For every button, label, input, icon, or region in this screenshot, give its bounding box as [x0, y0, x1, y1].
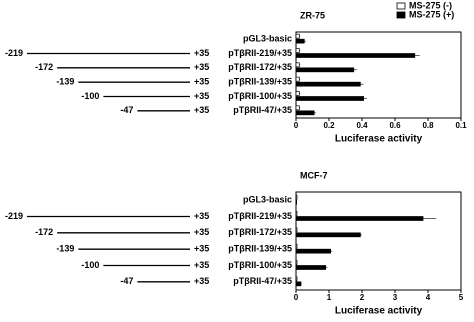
bar [295, 276, 298, 282]
bar [295, 48, 300, 53]
construct-end: +35 [194, 91, 209, 101]
bar [295, 33, 300, 39]
panel-title: ZR-75 [300, 10, 325, 20]
bar [295, 194, 298, 200]
category-label: pTβRII-139/+35 [228, 77, 292, 87]
x-tick-label: 4 [426, 293, 431, 302]
x-tick-label: 0 [294, 293, 299, 302]
bar [295, 199, 298, 205]
legend-swatch [396, 11, 406, 19]
construct-end: +35 [194, 105, 209, 115]
bar [295, 62, 300, 68]
category-label: pGL3-basic [243, 34, 292, 44]
construct-start: -219 [5, 48, 23, 58]
x-tick-label: 0 [294, 121, 299, 130]
construct-end: +35 [194, 48, 209, 58]
bar [295, 243, 298, 249]
construct-end: +35 [194, 244, 209, 254]
x-axis-label: Luciferase activity [335, 306, 423, 317]
category-label: pTβRII-139/+35 [228, 244, 292, 254]
construct-end: +35 [194, 227, 209, 237]
plot-frame [295, 31, 462, 119]
bar [295, 105, 300, 111]
bar [295, 81, 361, 87]
construct-start: -47 [120, 105, 133, 115]
bar [295, 260, 298, 265]
bar [295, 281, 302, 287]
construct-end: +35 [194, 62, 209, 72]
construct-start: -172 [35, 62, 53, 72]
category-label: pTβRII-47/+35 [233, 276, 292, 286]
category-label: pTβRII-219/+35 [228, 211, 292, 221]
category-label: pTβRII-47/+35 [233, 105, 292, 115]
category-label: pTβRII-172/+35 [228, 62, 292, 72]
bar [295, 216, 424, 221]
x-tick-label: 0.2 [323, 121, 335, 130]
construct-start: -172 [35, 227, 53, 237]
construct-start: -219 [5, 211, 23, 221]
construct-start: -100 [81, 91, 99, 101]
bar [295, 232, 361, 238]
construct-end: +35 [194, 77, 209, 87]
x-tick-label: 1 [327, 293, 332, 302]
legend-swatch [396, 2, 406, 10]
legend-label: MS-275 (-) [409, 0, 452, 10]
category-label: pGL3-basic [243, 195, 292, 205]
x-tick-label: 0.1 [455, 121, 467, 130]
bar [295, 248, 332, 254]
bar [295, 67, 355, 73]
bar [295, 110, 315, 116]
construct-start: -100 [81, 260, 99, 270]
x-tick-label: 5 [459, 293, 464, 302]
x-tick-label: 0.6 [389, 121, 401, 130]
bar [295, 53, 416, 58]
bar [295, 91, 300, 96]
legend-label: MS-275 (+) [409, 9, 454, 19]
construct-end: +35 [194, 211, 209, 221]
construct-end: +35 [194, 276, 209, 286]
panel-title: MCF-7 [300, 170, 328, 180]
construct-start: -139 [56, 244, 74, 254]
category-label: pTβRII-100/+35 [228, 260, 292, 270]
x-tick-label: 2 [360, 293, 365, 302]
bar [295, 265, 327, 270]
x-tick-label: 3 [393, 293, 398, 302]
bar [295, 227, 298, 233]
x-axis-label: Luciferase activity [335, 134, 423, 145]
construct-end: +35 [194, 260, 209, 270]
bar [295, 76, 300, 82]
category-label: pTβRII-172/+35 [228, 227, 292, 237]
x-tick-label: 0.4 [356, 121, 368, 130]
bar [295, 96, 365, 101]
construct-start: -47 [120, 276, 133, 286]
x-tick-label: 0.8 [422, 121, 434, 130]
category-label: pTβRII-219/+35 [228, 48, 292, 58]
construct-start: -139 [56, 77, 74, 87]
category-label: pTβRII-100/+35 [228, 91, 292, 101]
plot-frame [295, 191, 462, 291]
bar [295, 211, 298, 216]
bar [295, 38, 305, 44]
